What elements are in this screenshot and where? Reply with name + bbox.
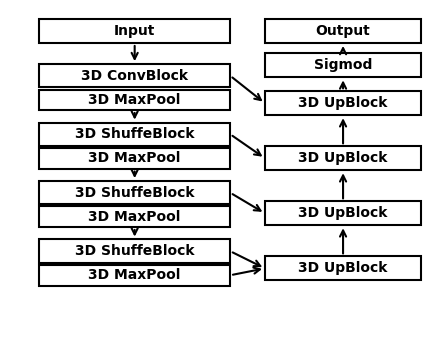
FancyBboxPatch shape (39, 64, 230, 87)
FancyBboxPatch shape (265, 19, 421, 43)
FancyBboxPatch shape (39, 122, 230, 146)
FancyBboxPatch shape (265, 256, 421, 280)
Text: 3D MaxPool: 3D MaxPool (89, 268, 181, 282)
Text: Output: Output (316, 24, 370, 38)
FancyBboxPatch shape (39, 90, 230, 110)
Text: 3D MaxPool: 3D MaxPool (89, 210, 181, 224)
FancyBboxPatch shape (39, 148, 230, 168)
FancyBboxPatch shape (39, 181, 230, 204)
FancyBboxPatch shape (39, 19, 230, 43)
FancyBboxPatch shape (265, 53, 421, 78)
Text: Sigmod: Sigmod (314, 58, 372, 72)
Text: 3D UpBlock: 3D UpBlock (299, 96, 388, 110)
Text: 3D MaxPool: 3D MaxPool (89, 151, 181, 165)
Text: 3D ShuffeBlock: 3D ShuffeBlock (75, 186, 194, 200)
FancyBboxPatch shape (265, 146, 421, 170)
Text: 3D ShuffeBlock: 3D ShuffeBlock (75, 244, 194, 258)
FancyBboxPatch shape (265, 91, 421, 115)
FancyBboxPatch shape (39, 239, 230, 263)
Text: 3D ShuffeBlock: 3D ShuffeBlock (75, 127, 194, 141)
Text: 3D UpBlock: 3D UpBlock (299, 261, 388, 276)
FancyBboxPatch shape (39, 265, 230, 286)
FancyBboxPatch shape (265, 201, 421, 225)
Text: 3D UpBlock: 3D UpBlock (299, 206, 388, 220)
Text: Input: Input (114, 24, 155, 38)
FancyBboxPatch shape (39, 206, 230, 227)
Text: 3D UpBlock: 3D UpBlock (299, 151, 388, 165)
Text: 3D MaxPool: 3D MaxPool (89, 93, 181, 107)
Text: 3D ConvBlock: 3D ConvBlock (81, 69, 188, 83)
